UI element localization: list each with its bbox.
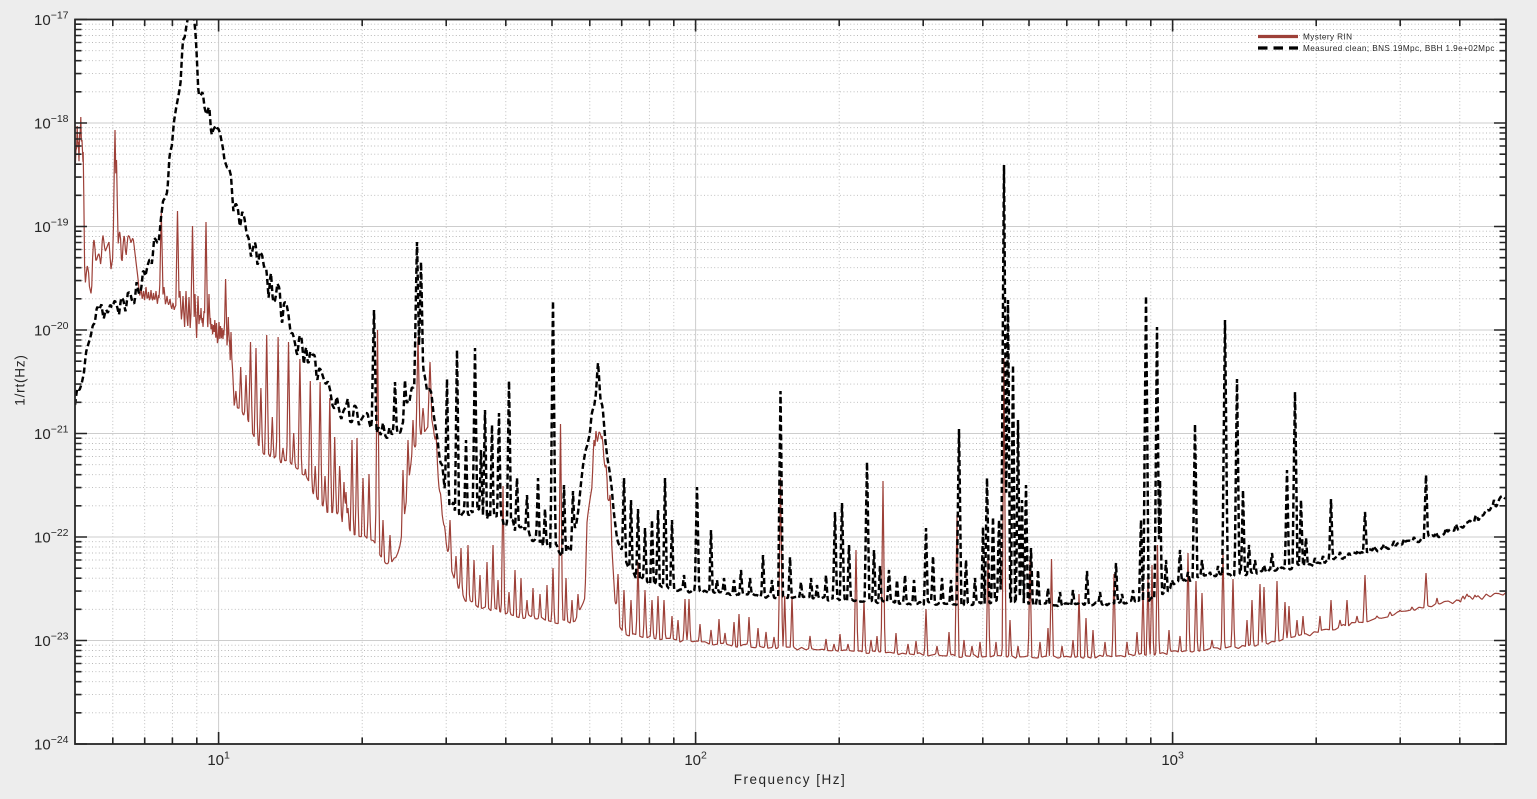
- svg-text:Measured clean; BNS 19Mpc, BBH: Measured clean; BNS 19Mpc, BBH 1.9e+02Mp…: [1303, 44, 1495, 53]
- svg-text:Mystery RIN: Mystery RIN: [1303, 33, 1352, 42]
- svg-text:Frequency [Hz]: Frequency [Hz]: [734, 772, 847, 787]
- svg-text:1/rt(Hz): 1/rt(Hz): [13, 354, 28, 405]
